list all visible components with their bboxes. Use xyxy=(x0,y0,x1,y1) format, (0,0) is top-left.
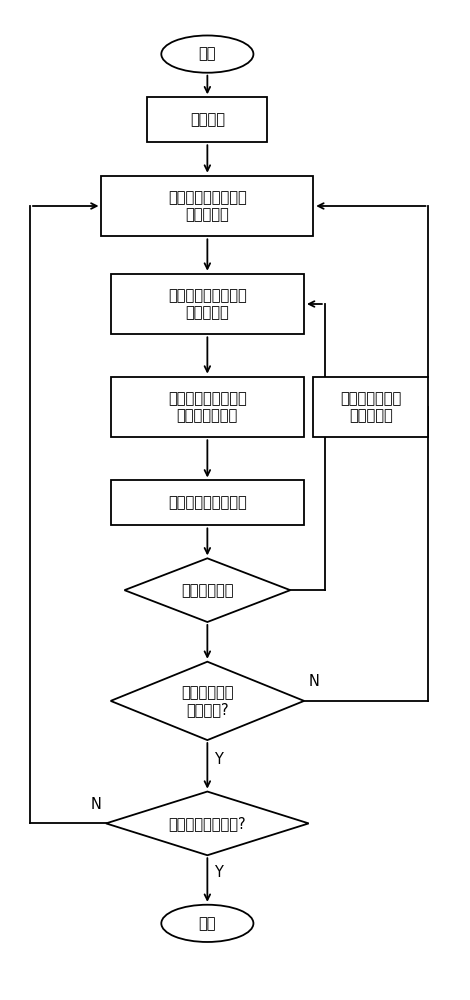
Polygon shape xyxy=(106,792,309,855)
Text: 结束: 结束 xyxy=(199,916,216,931)
Text: N: N xyxy=(91,797,102,812)
Polygon shape xyxy=(125,558,290,622)
Text: 开始: 开始 xyxy=(199,47,216,62)
Bar xyxy=(110,274,304,334)
Bar xyxy=(110,480,304,525)
Ellipse shape xyxy=(161,905,253,942)
Text: 六条腿均完成标定?: 六条腿均完成标定? xyxy=(169,816,246,831)
Text: 重复一定次数: 重复一定次数 xyxy=(181,583,234,598)
Text: 平均位姿误差
满足要求?: 平均位姿误差 满足要求? xyxy=(181,685,234,717)
Bar xyxy=(148,97,267,142)
Text: 通过相机获取足部相
对于机身的位姿: 通过相机获取足部相 对于机身的位姿 xyxy=(168,391,247,423)
Polygon shape xyxy=(110,662,304,740)
Text: 在机身和某一条腿上
固定标定板: 在机身和某一条腿上 固定标定板 xyxy=(168,190,247,222)
Text: 控制机器人的腿运动
到某一位置: 控制机器人的腿运动 到某一位置 xyxy=(168,288,247,320)
Text: Y: Y xyxy=(214,752,223,767)
Text: N: N xyxy=(309,674,320,689)
Bar xyxy=(110,377,304,437)
Text: 计算运动学参数
误差并补偿: 计算运动学参数 误差并补偿 xyxy=(340,391,401,423)
Text: 相机标定: 相机标定 xyxy=(190,112,225,127)
Text: Y: Y xyxy=(214,865,223,880)
Ellipse shape xyxy=(161,35,253,73)
Bar xyxy=(313,377,429,437)
Bar xyxy=(102,176,313,236)
Text: 计算期望位姿及误差: 计算期望位姿及误差 xyxy=(168,495,247,510)
